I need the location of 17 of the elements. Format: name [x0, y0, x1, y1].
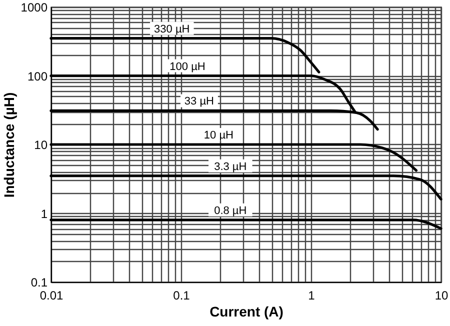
series-label: 330 µH — [154, 23, 190, 36]
series-label: 3.3 µH — [214, 160, 247, 173]
x-axis-title: Current (A) — [210, 304, 284, 320]
y-tick-label: 10 — [34, 138, 48, 152]
x-tick-label: 0.1 — [173, 288, 190, 302]
x-tick-label: 1 — [308, 288, 316, 302]
x-tick-label: 0.01 — [40, 288, 64, 302]
series-label: 33 µH — [184, 96, 214, 108]
series-label: 0.8 µH — [214, 204, 247, 217]
y-tick-label: 0.1 — [30, 276, 48, 290]
y-tick-label: 100 — [27, 69, 48, 84]
y-tick-label: 1 — [40, 206, 48, 221]
series-label: 10 µH — [204, 130, 234, 142]
series-label: 100 µH — [170, 60, 206, 73]
y-axis-title: Inductance (µH) — [0, 92, 17, 198]
x-tick-label: 10 — [434, 288, 448, 302]
y-tick-label: 1000 — [20, 0, 48, 14]
